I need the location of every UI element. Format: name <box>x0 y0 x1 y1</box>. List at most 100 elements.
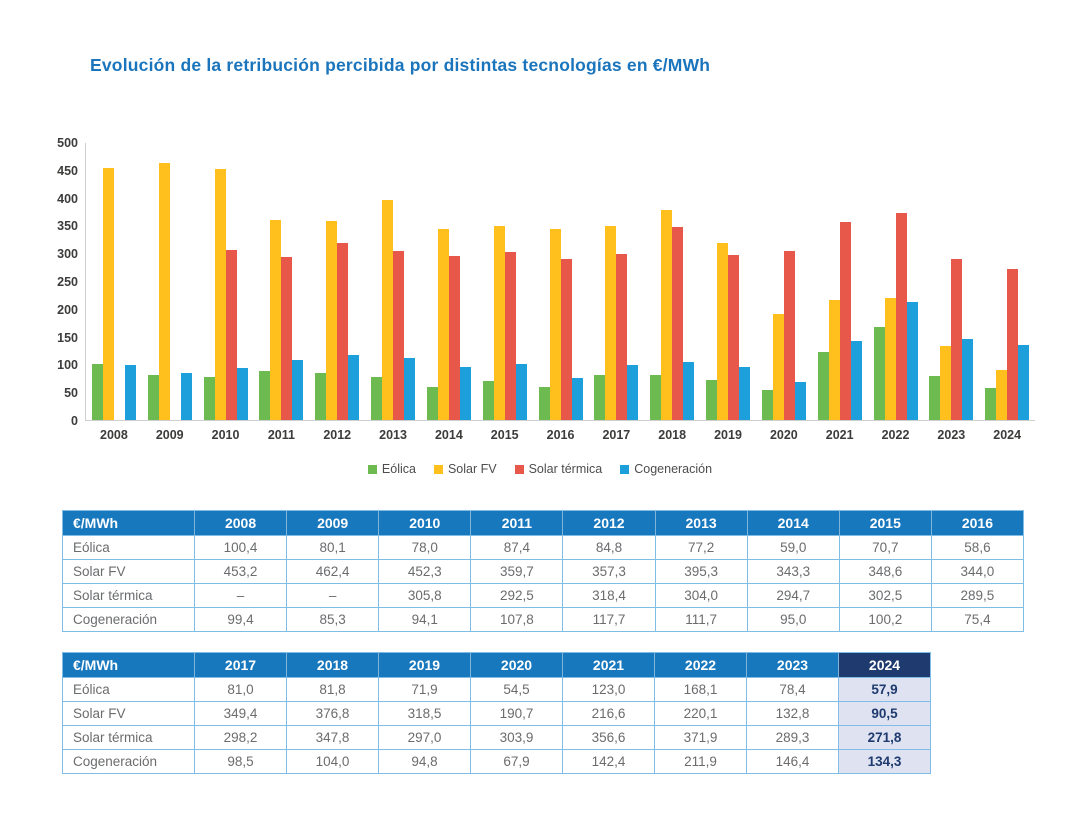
bar-cogeneracion-2009 <box>180 373 192 420</box>
value-cell-solar-fv-2013: 395,3 <box>655 560 748 584</box>
unit-header-cell: €/MWh <box>63 511 195 536</box>
bar-group-2022: 2022 <box>868 143 924 442</box>
bar-solar-termica-2024 <box>1007 269 1019 420</box>
value-cell-solar-termica-2019: 297,0 <box>379 726 471 750</box>
bar-eolica-2008 <box>91 364 103 420</box>
year-header-2010: 2010 <box>379 511 472 536</box>
bar-solar-fv-2012 <box>326 221 338 420</box>
value-cell-eolica-2009: 80,1 <box>287 536 380 560</box>
year-header-2016: 2016 <box>931 511 1024 536</box>
value-cell-eolica-2020: 54,5 <box>471 678 563 702</box>
bar-eolica-2019 <box>706 380 718 420</box>
y-axis-tick-label: 400 <box>57 191 78 206</box>
value-cell-solar-termica-2011: 292,5 <box>471 584 564 608</box>
value-cell-cogeneracion-2011: 107,8 <box>471 608 564 632</box>
y-axis-tick-label: 500 <box>57 136 78 150</box>
y-axis-tick-label: 50 <box>64 386 78 401</box>
x-axis-label-2015: 2015 <box>490 428 519 442</box>
bar-solar-fv-2018 <box>661 210 673 420</box>
bar-solar-fv-2020 <box>772 314 784 420</box>
bar-solar-fv-2016 <box>549 229 561 420</box>
bar-group-2011: 2011 <box>253 143 309 442</box>
bar-eolica-2017 <box>594 375 606 420</box>
table-row-eolica: Eólica 81,0 81,8 71,9 54,5 123,0 168,1 78,4 57,9 <box>63 678 931 702</box>
legend-label: Eólica <box>381 462 416 476</box>
value-cell-solar-fv-2009: 462,4 <box>287 560 380 584</box>
bar-group-2018: 2018 <box>644 143 700 442</box>
x-axis-label-2019: 2019 <box>714 428 742 442</box>
bar-eolica-2021 <box>817 352 829 420</box>
bar-solar-termica-2012 <box>337 243 349 420</box>
legend-swatch-icon <box>514 464 524 474</box>
row-label: Solar FV <box>63 560 195 584</box>
year-header-2022: 2022 <box>655 653 747 678</box>
value-cell-cogeneracion-2023: 146,4 <box>747 750 839 774</box>
value-cell-cogeneracion-2014: 95,0 <box>747 608 840 632</box>
value-cell-eolica-2011: 87,4 <box>471 536 564 560</box>
table-row-solar-fv: Solar FV 349,4 376,8 318,5 190,7 216,6 220,1 13… <box>63 702 931 726</box>
bar-group-2020: 2020 <box>756 143 812 442</box>
bar-solar-fv-2010 <box>214 169 226 420</box>
y-axis-tick-label: 250 <box>57 275 78 289</box>
y-axis-tick-label: 300 <box>57 247 78 262</box>
table-body: Eólica 100,4 80,1 78,0 87,4 84,8 77,2 59,0 70,7 5… <box>63 536 1024 632</box>
value-cell-solar-fv-2016: 344,0 <box>931 560 1024 584</box>
bar-cogeneracion-2023 <box>962 339 974 420</box>
bar-solar-fv-2011 <box>270 220 282 420</box>
row-label: Solar térmica <box>63 726 195 750</box>
value-cell-eolica-2014: 59,0 <box>747 536 840 560</box>
bar-solar-termica-2018 <box>672 227 684 420</box>
legend-item-solar-termica: Solar térmica <box>514 462 602 476</box>
value-cell-cogeneracion-2017: 98,5 <box>195 750 287 774</box>
row-label: Eólica <box>63 536 195 560</box>
x-axis-label-2013: 2013 <box>379 428 407 442</box>
page-title: Evolución de la retribución percibida po… <box>90 55 711 75</box>
bar-solar-fv-2023 <box>940 346 952 420</box>
x-axis-label-2024: 2024 <box>993 428 1022 442</box>
bar-cogeneracion-2013 <box>404 358 416 420</box>
table-2008-2016: €/MWh 2008 2009 2010 2011 2012 2013 2014 2015 201… <box>62 510 1024 632</box>
value-cell-cogeneracion-2009: 85,3 <box>287 608 380 632</box>
bar-eolica-2020 <box>761 390 773 420</box>
bar-eolica-2016 <box>538 387 550 420</box>
table-row-eolica: Eólica 100,4 80,1 78,0 87,4 84,8 77,2 59,0 70,7 5… <box>63 536 1024 560</box>
legend-item-cogeneracion: Cogeneración <box>620 462 712 476</box>
bar-cogeneracion-2024 <box>1018 345 1030 420</box>
bar-solar-termica-2014 <box>448 256 460 420</box>
bar-cogeneracion-2016 <box>571 378 583 420</box>
value-cell-solar-fv-2012: 357,3 <box>563 560 656 584</box>
value-cell-cogeneracion-2015: 100,2 <box>839 608 932 632</box>
value-cell-eolica-2015: 70,7 <box>839 536 932 560</box>
year-header-2024: 2024 <box>839 653 931 678</box>
x-axis-label-2021: 2021 <box>825 428 854 442</box>
bar-solar-termica-2010 <box>225 250 237 420</box>
value-cell-solar-fv-2020: 190,7 <box>471 702 563 726</box>
bar-eolica-2018 <box>650 375 662 420</box>
value-cell-cogeneracion-2016: 75,4 <box>931 608 1024 632</box>
value-cell-solar-fv-2024: 90,5 <box>839 702 931 726</box>
table-header-row: €/MWh 2017 2018 2019 2020 2021 2022 2023 2024 <box>63 653 931 678</box>
y-axis-tick-label: 350 <box>57 219 78 234</box>
bar-cogeneracion-2010 <box>236 368 248 420</box>
year-header-2015: 2015 <box>839 511 932 536</box>
year-header-2019: 2019 <box>379 653 471 678</box>
table-2017-2024: €/MWh 2017 2018 2019 2020 2021 2022 2023 2024 Eó… <box>62 652 931 774</box>
value-cell-solar-termica-2010: 305,8 <box>379 584 472 608</box>
unit-header-cell: €/MWh <box>63 653 195 678</box>
table-body: Eólica 81,0 81,8 71,9 54,5 123,0 168,1 78,4 57,9… <box>63 678 931 774</box>
bar-eolica-2013 <box>371 377 383 420</box>
x-axis-label-2018: 2018 <box>658 428 687 442</box>
y-axis: 0 50 100 150 200 250 300 350 400 450 500 <box>26 136 78 428</box>
x-axis-label-2012: 2012 <box>323 428 352 442</box>
table-header-row: €/MWh 2008 2009 2010 2011 2012 2013 2014 2015 201… <box>63 511 1024 536</box>
x-axis-label-2016: 2016 <box>546 428 575 442</box>
bar-cogeneracion-2011 <box>292 360 304 420</box>
bar-group-2012: 2012 <box>309 143 365 442</box>
bar-cogeneracion-2022 <box>906 302 918 420</box>
x-axis-label-2020: 2020 <box>769 428 798 442</box>
bar-group-2023: 2023 <box>923 143 979 442</box>
legend-swatch-icon <box>367 464 377 474</box>
bar-solar-termica-2011 <box>281 257 293 420</box>
value-cell-cogeneracion-2013: 111,7 <box>655 608 748 632</box>
